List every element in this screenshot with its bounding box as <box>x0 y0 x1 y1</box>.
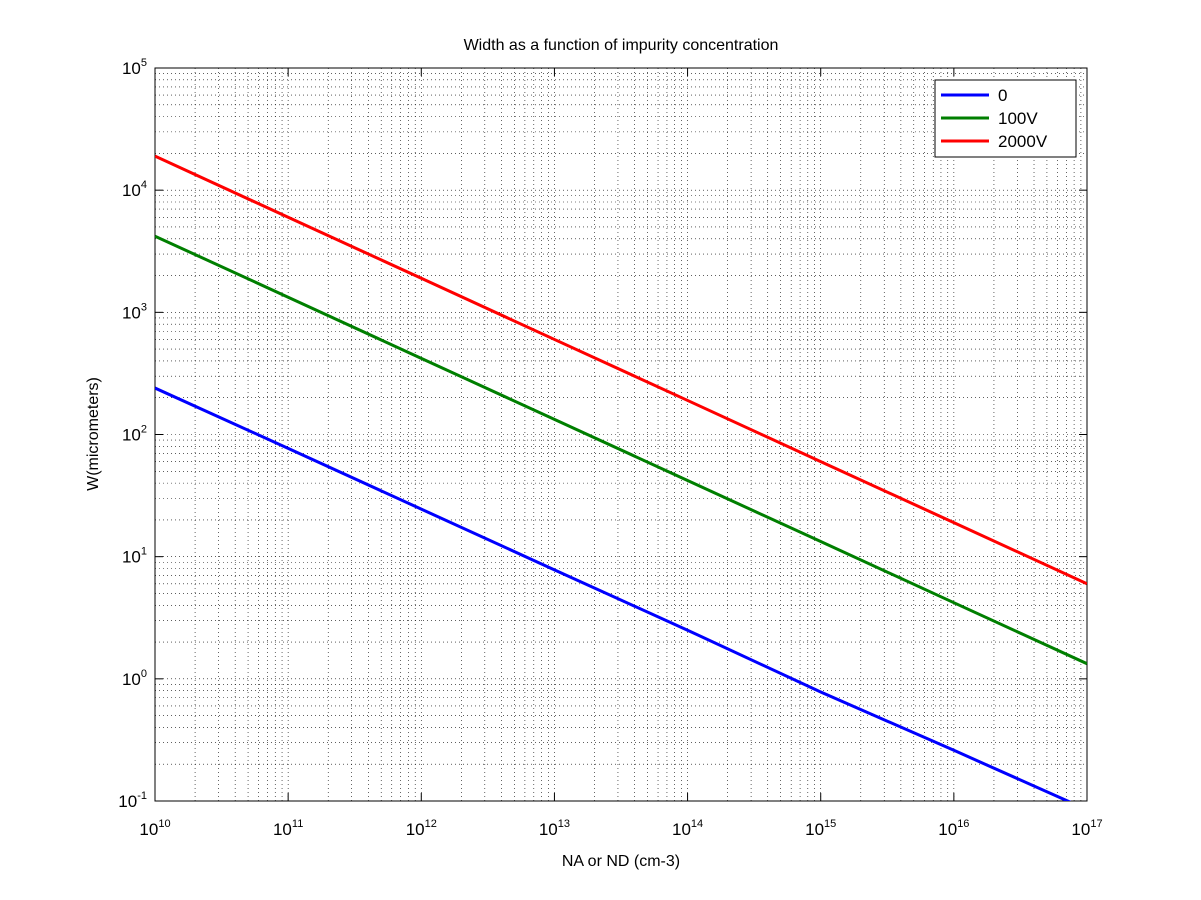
tick-base: 10 <box>406 820 425 839</box>
tick-base: 10 <box>672 820 691 839</box>
tick-exponent: 17 <box>1090 818 1102 830</box>
y-tick-label: 104 <box>122 179 147 200</box>
tick-base: 10 <box>122 548 141 567</box>
x-tick-label: 1011 <box>273 818 303 839</box>
tick-base: 10 <box>122 181 141 200</box>
y-axis-label: W(micrometers) <box>85 377 102 491</box>
x-tick-label: 1010 <box>139 818 170 839</box>
legend-label: 2000V <box>998 132 1048 151</box>
y-tick-label: 105 <box>122 57 147 78</box>
y-tick-label: 102 <box>122 424 147 445</box>
y-tick-label: 103 <box>122 301 147 322</box>
x-tick-label: 1017 <box>1071 818 1102 839</box>
tick-exponent: 3 <box>141 301 147 313</box>
tick-base: 10 <box>805 820 824 839</box>
plot-lines <box>155 154 1087 801</box>
tick-base: 10 <box>122 59 141 78</box>
tick-exponent: 15 <box>824 818 836 830</box>
legend-label: 100V <box>998 109 1038 128</box>
x-tick-label: 1015 <box>805 818 836 839</box>
y-tick-label: 101 <box>122 546 147 567</box>
x-tick-label: 1013 <box>539 818 570 839</box>
tick-exponent: 1 <box>141 546 147 558</box>
tick-exponent: 11 <box>292 818 303 830</box>
tick-exponent: 16 <box>957 818 969 830</box>
tick-base: 10 <box>1071 820 1090 839</box>
tick-base: 10 <box>539 820 558 839</box>
tick-base: 10 <box>122 303 141 322</box>
tick-base: 10 <box>122 426 141 445</box>
tick-base: 10 <box>273 820 292 839</box>
tick-base: 10 <box>938 820 957 839</box>
series-line <box>155 234 1087 666</box>
tick-exponent: 0 <box>141 668 147 680</box>
x-tick-label: 1014 <box>672 818 703 839</box>
tick-exponent: 10 <box>158 818 170 830</box>
chart-title: Width as a function of impurity concentr… <box>464 37 779 54</box>
tick-exponent: 13 <box>558 818 570 830</box>
legend-label: 0 <box>998 86 1007 105</box>
tick-exponent: -1 <box>137 790 147 802</box>
tick-exponent: 14 <box>691 818 703 830</box>
tick-base: 10 <box>118 792 137 811</box>
tick-exponent: 5 <box>141 57 147 69</box>
series-line <box>155 386 1072 801</box>
tick-base: 10 <box>139 820 158 839</box>
x-tick-label: 1012 <box>406 818 437 839</box>
y-tick-label: 10-1 <box>118 790 147 811</box>
x-axis-label: NA or ND (cm-3) <box>562 853 680 870</box>
tick-exponent: 4 <box>141 179 147 191</box>
series-line <box>155 154 1087 586</box>
plot-frame <box>154 67 1088 802</box>
tick-base: 10 <box>122 670 141 689</box>
tick-exponent: 12 <box>425 818 437 830</box>
y-tick-label: 100 <box>122 668 147 689</box>
tick-exponent: 2 <box>141 424 147 436</box>
x-tick-label: 1016 <box>938 818 969 839</box>
